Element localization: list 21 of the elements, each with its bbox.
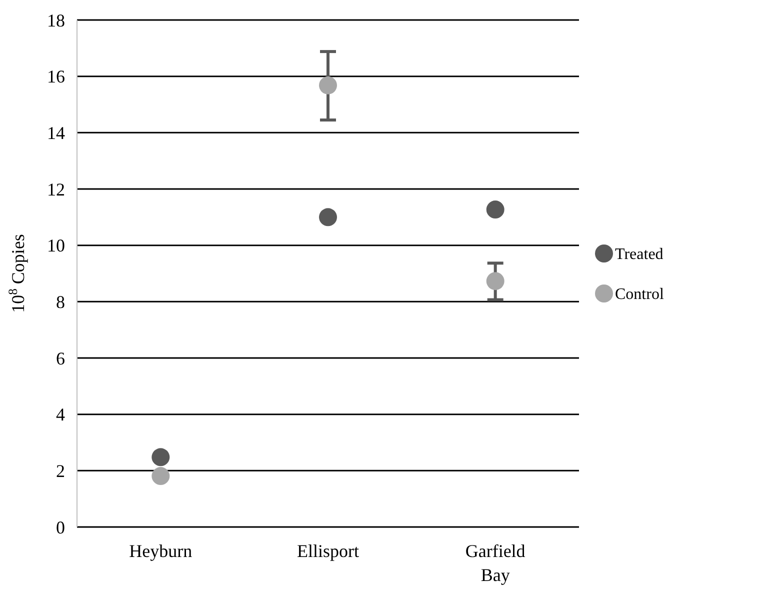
y-tick-label: 14 xyxy=(47,122,65,143)
x-tick-label: Ellisport xyxy=(297,541,359,561)
point xyxy=(486,200,504,219)
x-tick-label: Heyburn xyxy=(129,541,192,561)
legend-label: Control xyxy=(615,286,664,304)
point xyxy=(486,272,504,290)
x-tick-label: Garfield Bay xyxy=(465,541,526,585)
y-tick-label: 4 xyxy=(56,404,65,425)
y-tick-label: 12 xyxy=(47,179,65,200)
point xyxy=(152,448,170,466)
y-tick-label: 16 xyxy=(47,66,65,87)
point xyxy=(319,208,337,226)
y-tick-label: 18 xyxy=(47,10,65,30)
y-tick-label: 8 xyxy=(56,292,65,312)
y-tick-label: 6 xyxy=(56,348,65,368)
point xyxy=(152,467,170,486)
y-tick-label: 10 xyxy=(47,236,65,256)
y-tick-label: 2 xyxy=(56,460,65,481)
point xyxy=(319,76,337,94)
legend-label: Treated xyxy=(615,246,664,264)
y-tick-label: 0 xyxy=(56,517,65,538)
